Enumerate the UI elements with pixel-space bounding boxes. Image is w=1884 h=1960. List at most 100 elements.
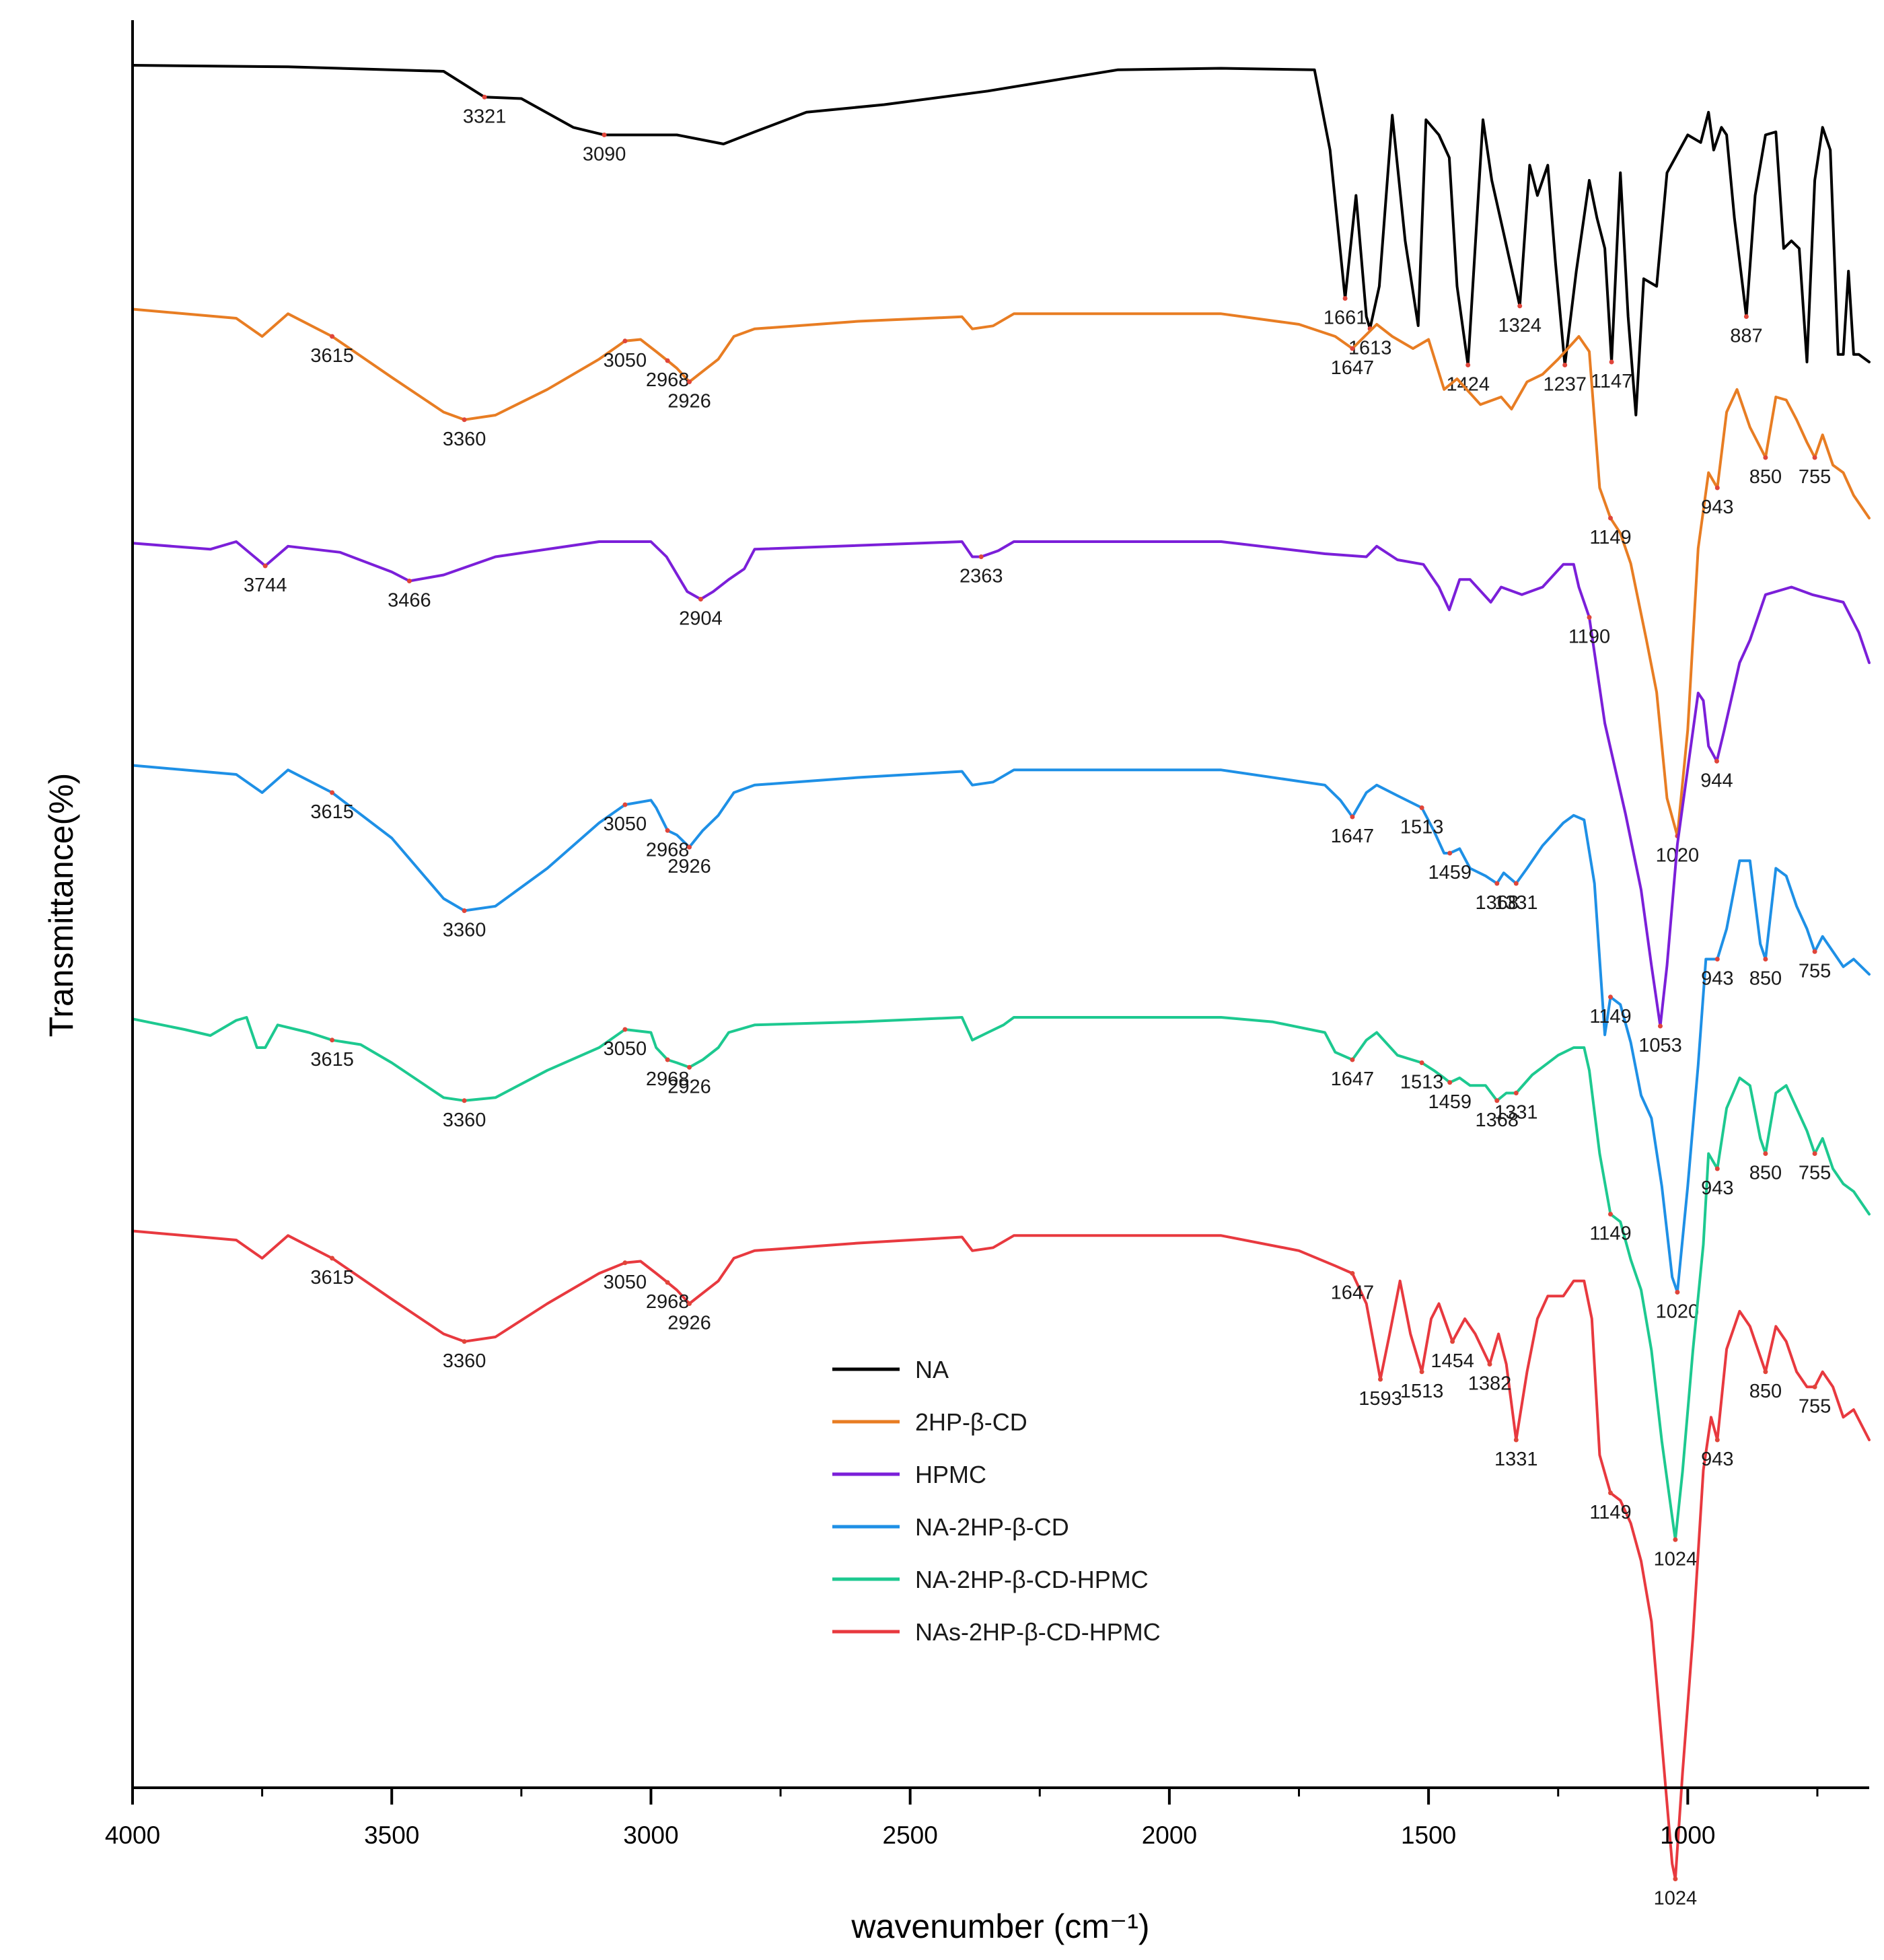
peak-label: 850 [1749, 968, 1782, 990]
peak-marker [665, 358, 670, 363]
peak-marker [665, 828, 670, 833]
peak-marker [1513, 1091, 1519, 1095]
legend-label: NA-2HP-β-CD-HPMC [915, 1566, 1149, 1593]
peak-marker [1342, 296, 1348, 301]
peak-marker [602, 133, 607, 137]
peak-marker [462, 417, 467, 423]
series-line-0 [131, 64, 1871, 416]
peak-marker [1714, 485, 1720, 491]
peak-marker [1350, 814, 1355, 820]
peak-label: 3360 [443, 1350, 486, 1372]
peak-label: 3050 [604, 350, 647, 371]
peak-marker [1447, 850, 1453, 856]
peak-label: 1237 [1543, 374, 1587, 396]
peak-label: 3744 [244, 575, 287, 596]
peak-marker [687, 1301, 692, 1306]
peak-marker [1763, 455, 1768, 460]
peak-label: 2968 [646, 839, 690, 861]
peak-marker [1743, 314, 1749, 319]
peak-marker [1714, 1166, 1720, 1171]
peak-label: 1331 [1494, 1102, 1538, 1124]
peak-marker [1350, 1271, 1355, 1276]
legend-label: NA-2HP-β-CD [915, 1513, 1069, 1541]
peak-label: 3466 [388, 590, 431, 612]
peak-marker [406, 579, 412, 583]
peak-label: 850 [1749, 466, 1782, 488]
peak-marker [622, 338, 628, 344]
peak-marker [462, 1339, 467, 1344]
peak-marker [1673, 1537, 1678, 1542]
peak-label: 2968 [646, 1068, 690, 1090]
series-line-5 [131, 1229, 1871, 1881]
peak-label: 3321 [463, 106, 507, 127]
peak-marker [1812, 455, 1817, 460]
peak-marker [1608, 1212, 1613, 1217]
peak-label: 755 [1799, 466, 1831, 488]
peak-marker [1812, 1151, 1817, 1156]
peak-label: 755 [1799, 1395, 1831, 1417]
peak-marker [1465, 363, 1471, 367]
peak-marker [1675, 1290, 1680, 1295]
peak-label: 1147 [1591, 371, 1632, 392]
peak-marker [1447, 1080, 1453, 1085]
peak-marker [1562, 363, 1568, 367]
y-axis-title: Transmittance(%) [42, 773, 80, 1038]
peak-label: 943 [1701, 1177, 1733, 1199]
peak-label: 2926 [667, 1076, 711, 1097]
peak-label: 2968 [646, 1291, 690, 1313]
axes: 4000 3500 3000 2500 2000 1500 1000 [105, 20, 1869, 1849]
peak-marker [1494, 1098, 1500, 1103]
peak-marker [622, 1027, 628, 1032]
peak-label: 1020 [1656, 1301, 1700, 1323]
peak-marker [330, 1038, 335, 1043]
peak-marker [978, 554, 984, 559]
peak-label: 887 [1730, 326, 1762, 347]
legend: NA 2HP-β-CD HPMC NA-2HP-β-CD NA-2HP-β-CD-HPM… [832, 1356, 1161, 1646]
peak-label: 1331 [1494, 1449, 1538, 1470]
peak-label: 3615 [310, 345, 354, 367]
peak-label: 2926 [667, 856, 711, 877]
legend-label: NA [915, 1356, 949, 1383]
peak-marker [687, 379, 692, 384]
peak-label: 2926 [667, 391, 711, 412]
peak-label: 755 [1799, 1163, 1831, 1184]
peak-marker [698, 597, 703, 602]
x-tick-label: 4000 [105, 1821, 160, 1849]
peak-label: 850 [1749, 1163, 1782, 1184]
peak-label: 3050 [604, 813, 647, 835]
peak-label: 1647 [1331, 1282, 1375, 1304]
peak-label: 2904 [679, 608, 723, 630]
peak-marker [1763, 1151, 1768, 1156]
peak-marker [1513, 1437, 1519, 1443]
series-line-1 [131, 307, 1871, 838]
x-tick-label: 2000 [1142, 1821, 1197, 1849]
peak-label: 1647 [1331, 357, 1375, 379]
peak-label: 943 [1701, 968, 1733, 990]
peak-label: 3615 [310, 1267, 354, 1288]
peak-marker [1450, 1339, 1455, 1344]
peak-label: 1613 [1348, 338, 1392, 359]
x-tick-label: 2500 [883, 1821, 938, 1849]
peak-label: 1513 [1400, 1381, 1444, 1402]
peak-label: 1454 [1430, 1350, 1474, 1372]
peak-label: 943 [1701, 1449, 1733, 1470]
peak-marker [1673, 1877, 1678, 1881]
peak-marker [1812, 1384, 1817, 1389]
peak-label: 1513 [1400, 1072, 1444, 1093]
peak-marker [1763, 1369, 1768, 1375]
peak-marker [665, 1280, 670, 1285]
peak-label: 3050 [604, 1272, 647, 1293]
peak-label: 2363 [959, 566, 1003, 587]
peak-marker [1812, 949, 1817, 954]
peak-label: 1149 [1589, 1006, 1631, 1027]
peak-label: 3615 [310, 1049, 354, 1070]
peak-label: 1149 [1589, 1502, 1631, 1523]
legend-label: HPMC [915, 1461, 986, 1488]
peak-marker [1608, 515, 1613, 521]
x-axis-title: wavenumber (cm⁻¹) [850, 1908, 1149, 1945]
peak-marker [330, 334, 335, 339]
peak-label: 1053 [1638, 1035, 1682, 1056]
peak-marker [1587, 615, 1592, 620]
peak-label: 3360 [443, 429, 486, 450]
